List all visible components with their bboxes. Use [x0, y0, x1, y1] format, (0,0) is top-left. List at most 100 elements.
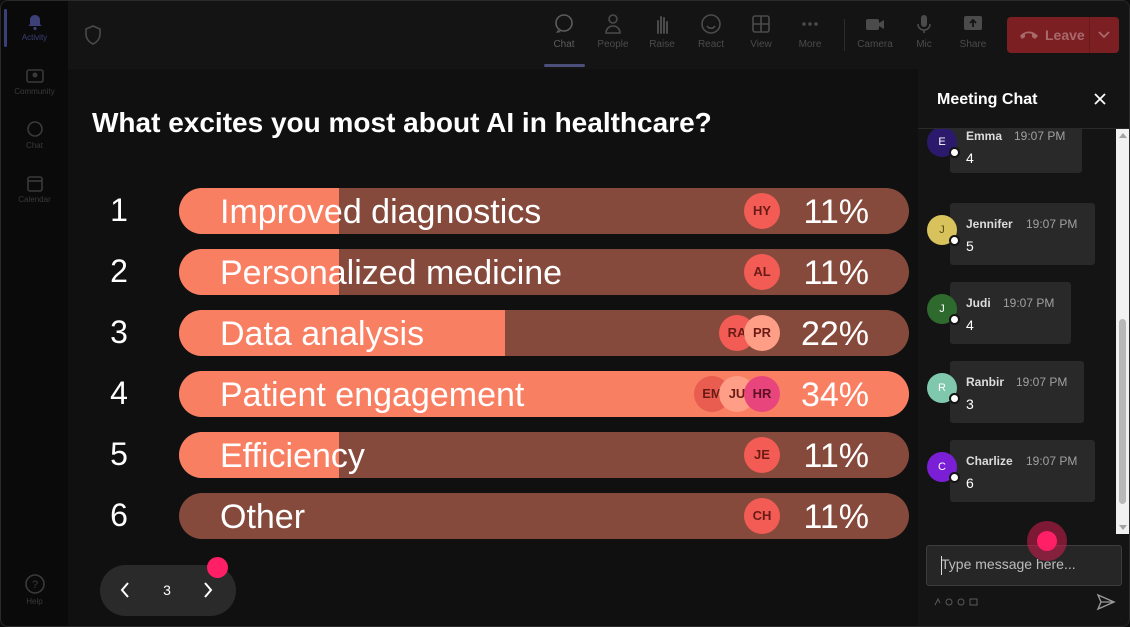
result-bar-track	[179, 432, 909, 478]
rail-item-calendar[interactable]: Calendar	[1, 175, 68, 204]
presence-status-icon	[949, 393, 960, 404]
chat-message-input[interactable]: Type message here...	[926, 545, 1122, 586]
toolbar-share-button[interactable]: Share	[948, 13, 998, 50]
poll-question: What excites you most about AI in health…	[92, 107, 712, 138]
chevron-down-icon[interactable]	[1097, 30, 1111, 40]
toolbar-chat-button[interactable]: Chat	[539, 13, 589, 50]
active-tab-indicator	[544, 64, 585, 67]
more-dots-icon	[802, 22, 818, 26]
presence-status-icon	[949, 314, 960, 325]
option-label: Efficiency	[220, 437, 365, 475]
chat-message: J Jennifer 19:07 PM 5	[918, 203, 1114, 269]
poll-option-row: 1 Improved diagnostics HY 11%	[1, 188, 916, 234]
result-bar-fill	[179, 371, 909, 417]
voter-avatar: PR	[744, 315, 780, 351]
toolbar-view-button[interactable]: View	[736, 13, 786, 50]
page-number: 3	[163, 582, 171, 598]
rail-item-activity[interactable]: Activity	[1, 13, 68, 42]
hang-up-icon	[1020, 31, 1038, 39]
message-body: 4	[966, 150, 974, 166]
toolbar-react-button[interactable]: React	[686, 13, 736, 50]
voter-avatars: JE	[744, 437, 780, 473]
toolbar-label: View	[750, 39, 772, 50]
text-caret	[941, 556, 942, 575]
option-number: 3	[110, 314, 128, 350]
close-icon[interactable]	[1092, 91, 1108, 107]
scroll-up-arrow-icon[interactable]	[1119, 133, 1127, 138]
chat-message: J Judi 19:07 PM 4	[918, 282, 1114, 348]
toolbar-mic-button[interactable]: Mic	[899, 13, 949, 50]
chevron-right-icon[interactable]	[201, 580, 215, 600]
scrollbar-thumb[interactable]	[1119, 319, 1126, 504]
toolbar-label: Share	[959, 39, 987, 50]
community-icon	[25, 69, 44, 83]
chat-title: Meeting Chat	[937, 91, 1038, 108]
leave-button[interactable]: Leave	[1007, 17, 1119, 53]
message-time: 19:07 PM	[1026, 217, 1078, 231]
bell-icon	[28, 15, 41, 31]
toolbar-label: Mic	[916, 39, 932, 50]
poll-option-row: 6 Other CH 11%	[1, 493, 916, 539]
toolbar-label: Raise	[649, 39, 675, 50]
send-icon[interactable]	[1096, 593, 1116, 611]
leave-divider	[1089, 17, 1090, 53]
rail-item-label: Help	[26, 597, 43, 606]
voter-avatars: CH	[744, 498, 780, 534]
rail-item-chat[interactable]: Chat	[1, 121, 68, 150]
chat-scrollbar[interactable]	[1116, 129, 1129, 534]
option-number: 1	[110, 192, 128, 228]
sender-name: Jennifer	[966, 217, 1013, 231]
rail-item-label: Calendar	[18, 195, 51, 204]
toolbar-people-button[interactable]: People	[588, 13, 638, 50]
people-icon	[605, 14, 621, 34]
message-bubble	[950, 129, 1082, 173]
message-bubble	[950, 440, 1095, 502]
voter-avatars: HY	[744, 193, 780, 229]
option-percentage: 34%	[800, 376, 869, 414]
formatting-tools-icon[interactable]	[934, 597, 982, 607]
presence-status-icon	[949, 235, 960, 246]
voter-avatar: AL	[744, 254, 780, 290]
chat-icon	[26, 121, 43, 137]
poll-option-row: 2 Personalized medicine AL 11%	[1, 249, 916, 295]
result-bar-fill	[179, 432, 339, 478]
scroll-down-arrow-icon[interactable]	[1119, 525, 1127, 530]
option-percentage: 11%	[803, 254, 869, 292]
chat-message: E Emma 19:07 PM 4	[918, 129, 1114, 181]
voter-avatars: HR JU EM	[694, 376, 780, 412]
toolbar-more-button[interactable]: More	[785, 13, 835, 50]
rail-item-help[interactable]: ? Help	[1, 573, 68, 606]
message-time: 19:07 PM	[1014, 129, 1066, 143]
calendar-icon	[26, 176, 43, 192]
toolbar-label: More	[798, 39, 822, 50]
voter-avatar: HR	[744, 376, 780, 412]
toolbar-raise-button[interactable]: Raise	[637, 13, 687, 50]
option-number: 6	[110, 497, 128, 533]
result-bar-fill	[179, 249, 339, 295]
result-bar-fill	[179, 310, 505, 356]
option-label: Patient engagement	[220, 376, 525, 414]
app-rail: Activity Community Chat Calendar ? Help	[1, 1, 68, 626]
meeting-chat-panel: Meeting Chat E Emma 19:07 PM 4 J Jennifer 19:0…	[918, 69, 1129, 626]
rail-item-label: Chat	[26, 141, 43, 150]
cursor-highlight-dot	[207, 557, 228, 578]
cursor-highlight-dot	[1027, 521, 1067, 561]
result-bar-fill	[179, 188, 339, 234]
chevron-left-icon[interactable]	[118, 580, 132, 600]
option-percentage: 11%	[803, 437, 869, 475]
smiley-icon	[701, 14, 721, 34]
help-icon: ?	[24, 574, 45, 594]
message-body: 3	[966, 396, 974, 412]
rail-active-indicator	[4, 9, 7, 47]
sender-name: Charlize	[966, 454, 1013, 468]
poll-option-row: 5 Efficiency JE 11%	[1, 432, 916, 478]
svg-text:?: ?	[31, 579, 37, 591]
toolbar-camera-button[interactable]: Camera	[850, 13, 900, 50]
message-body: 6	[966, 475, 974, 491]
option-percentage: 22%	[800, 315, 869, 353]
rail-item-community[interactable]: Community	[1, 67, 68, 96]
voter-avatar: JE	[744, 437, 780, 473]
share-screen-icon	[964, 16, 982, 30]
raise-hand-icon	[657, 16, 668, 34]
grid-view-icon	[752, 15, 770, 33]
